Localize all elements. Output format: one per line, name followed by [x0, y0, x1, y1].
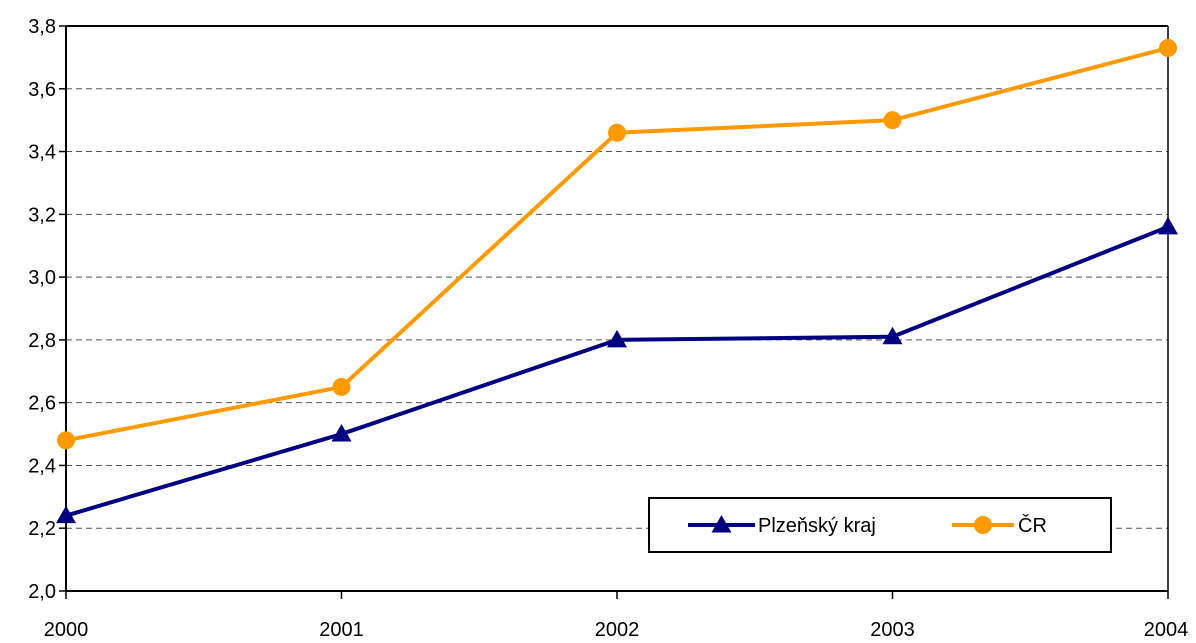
data-point — [332, 377, 351, 396]
x-tick-label: 2003 — [870, 619, 915, 641]
y-tick-label: 2,6 — [28, 393, 56, 415]
y-tick-label: 2,4 — [28, 455, 56, 477]
y-tick-label: 2,2 — [28, 518, 56, 540]
x-axis-ticks: 2000 2001 2002 2003 2004 — [44, 591, 1189, 641]
x-tick-label: 2001 — [319, 619, 364, 641]
data-point — [1159, 38, 1177, 57]
data-point — [607, 329, 627, 348]
y-tick-label: 3,0 — [28, 267, 56, 289]
x-tick-label: 2002 — [595, 619, 640, 641]
y-tick-label: 3,4 — [28, 142, 56, 164]
series-1 — [56, 216, 1178, 524]
data-point — [883, 111, 902, 130]
legend-item-series-1: Plzeňský kraj — [688, 515, 876, 537]
data-point — [882, 326, 903, 345]
data-point — [331, 424, 352, 442]
data-point — [1158, 216, 1178, 235]
y-axis-ticks: 2,0 2,2 2,4 2,6 2,8 3,0 3,2 3,4 3,6 3,8 — [28, 16, 66, 603]
circle-marker-icon — [974, 516, 992, 534]
triangle-marker-icon — [711, 515, 732, 533]
legend: Plzeňský kraj ČR — [648, 497, 1112, 553]
y-tick-label: 3,8 — [28, 16, 56, 38]
x-tick-label: 2000 — [44, 619, 89, 641]
y-tick-label: 3,2 — [28, 204, 56, 226]
legend-item-series-2: ČR — [952, 514, 1047, 537]
series-2 — [57, 38, 1177, 450]
series-line — [65, 46, 1169, 443]
legend-label: Plzeňský kraj — [758, 515, 876, 537]
grid — [66, 88, 1168, 529]
y-tick-label: 2,8 — [28, 330, 56, 352]
series — [56, 38, 1178, 524]
legend-label: ČR — [1018, 514, 1047, 537]
x-tick-label: 2004 — [1144, 619, 1189, 641]
y-tick-label: 3,6 — [28, 79, 56, 101]
y-tick-label: 2,0 — [28, 581, 56, 603]
data-point — [608, 123, 626, 142]
data-point — [57, 431, 75, 450]
series-line — [65, 225, 1169, 518]
data-point — [56, 505, 76, 524]
